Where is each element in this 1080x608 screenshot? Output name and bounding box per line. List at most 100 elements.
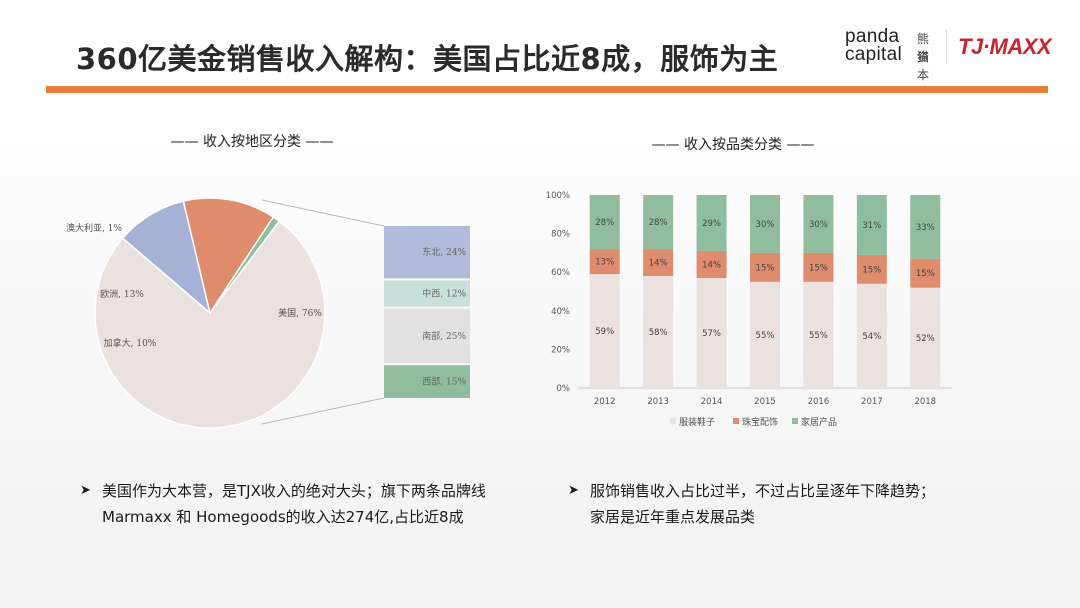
- breakdown-segment: [384, 365, 470, 398]
- capital-logo-zh: 资本: [917, 50, 930, 82]
- bullet-arrow-icon: ➤: [568, 483, 579, 498]
- bar-segment: [589, 274, 620, 388]
- x-tick-label: 2016: [808, 397, 830, 407]
- bar-segment: [856, 283, 887, 388]
- bar-segment: [910, 195, 941, 259]
- bar-chart-title: —— 收入按品类分类 ——: [652, 137, 815, 153]
- breakdown-label: 中西, 12%: [422, 288, 466, 300]
- category-stacked-bar-chart: —— 收入按品类分类 —— 0% 20% 40% 60% 80% 100% 59% 13% 28%…: [546, 137, 952, 428]
- pie-slice-label: 美国, 76%: [278, 307, 322, 319]
- bar-segment: [643, 276, 674, 388]
- breakdown-segment: [384, 308, 470, 364]
- legend-label: 珠宝配饰: [742, 416, 778, 428]
- x-tick-label: 2013: [647, 397, 669, 407]
- tjmaxx-logo: TJ·MAXX: [958, 34, 1052, 59]
- x-tick-label: 2012: [594, 397, 616, 407]
- bar-data-label: 59%: [595, 327, 614, 337]
- bar-segment: [643, 195, 674, 250]
- x-tick-label: 2017: [861, 397, 883, 407]
- bar-segment: [750, 281, 780, 388]
- bar-data-label: 15%: [862, 265, 881, 275]
- breakdown-label: 东北, 24%: [422, 246, 466, 258]
- y-tick-label: 40%: [551, 307, 570, 317]
- breakdown-segment: [384, 226, 470, 279]
- left-bullet-line1: 美国作为大本营，是TJX收入的绝对大头；旗下两条品牌线: [102, 482, 486, 500]
- logo-separator: [946, 30, 947, 64]
- x-tick-label: 2014: [701, 397, 723, 407]
- bar-data-label: 14%: [649, 259, 668, 269]
- pie-slice-label: 澳大利亚, 1%: [66, 222, 122, 234]
- bar-data-label: 13%: [595, 258, 614, 268]
- pie-slice-label: 欧洲, 13%: [100, 288, 144, 300]
- bar-data-label: 30%: [756, 220, 775, 230]
- legend-swatch: [670, 418, 676, 424]
- y-tick-label: 100%: [546, 191, 570, 201]
- bar-segment: [910, 287, 941, 388]
- left-bullet-line2: Marmaxx 和 Homegoods的收入达274亿,占比近8成: [102, 508, 464, 526]
- bar-data-label: 30%: [809, 220, 828, 230]
- right-bullet-line1: 服饰销售收入占比过半，不过占比呈逐年下降趋势；: [590, 482, 936, 500]
- breakdown-label: 西部, 15%: [422, 376, 466, 388]
- bar-data-label: 55%: [809, 331, 828, 341]
- y-tick-label: 80%: [551, 230, 570, 240]
- panda-capital-logo: panda 熊猫 capital 资本: [845, 26, 929, 82]
- legend-label: 家居产品: [801, 416, 837, 428]
- bar-data-label: 29%: [702, 219, 721, 229]
- bar-segment: [643, 249, 674, 277]
- left-bullet: ➤ 美国作为大本营，是TJX收入的绝对大头；旗下两条品牌线 Marmaxx 和 …: [80, 478, 486, 530]
- bar-data-label: 15%: [809, 263, 828, 273]
- region-pie-chart: —— 收入按地区分类 —— 美国, 76% 加拿大, 10% 欧洲, 13% 澳大利亚,…: [66, 134, 470, 429]
- bar-data-label: 52%: [916, 334, 935, 344]
- bar-segment: [803, 195, 834, 253]
- bar-segment: [803, 252, 834, 282]
- bar-data-label: 57%: [702, 329, 721, 339]
- breakdown-segment: [384, 280, 470, 307]
- bar-segment: [750, 195, 780, 253]
- bar-segment: [856, 254, 887, 284]
- breakdown-connector-bottom: [261, 397, 385, 425]
- x-tick-label: 2018: [914, 397, 936, 407]
- breakdown-connector-top: [261, 199, 385, 227]
- bar-segment: [589, 195, 620, 250]
- bar-data-label: 33%: [916, 223, 935, 233]
- capital-logo-text: capital: [845, 44, 903, 65]
- bar-data-label: 54%: [862, 332, 881, 342]
- bar-data-label: 15%: [756, 263, 775, 273]
- bar-segment: [589, 249, 620, 275]
- panda-logo-text: panda: [845, 26, 900, 47]
- y-tick-label: 60%: [551, 268, 570, 278]
- legend-swatch: [792, 418, 798, 424]
- right-bullet: ➤ 服饰销售收入占比过半，不过占比呈逐年下降趋势； 家居是近年重点发展品类: [568, 478, 936, 530]
- legend-label: 服装鞋子: [679, 416, 715, 428]
- bar-data-label: 58%: [649, 328, 668, 338]
- y-tick-label: 0%: [557, 384, 571, 394]
- bar-segment: [696, 250, 727, 278]
- bar-data-label: 28%: [649, 218, 668, 228]
- pie-slice: [209, 215, 281, 314]
- pie-chart-title: —— 收入按地区分类 ——: [171, 134, 334, 150]
- x-tick-label: 2015: [754, 397, 776, 407]
- bar-data-label: 31%: [862, 221, 881, 231]
- y-tick-label: 20%: [551, 345, 570, 355]
- bar-segment: [696, 195, 727, 251]
- pie-slice: [182, 197, 275, 315]
- bullet-arrow-icon: ➤: [80, 483, 91, 498]
- bar-data-label: 28%: [595, 218, 614, 228]
- bar-data-label: 14%: [702, 260, 721, 270]
- page-title: 360亿美金销售收入解构：美国占比近8成，服饰为主: [76, 42, 779, 76]
- right-bullet-line2: 家居是近年重点发展品类: [590, 508, 756, 526]
- panda-logo-zh: 熊猫: [917, 32, 930, 64]
- bar-segment: [856, 195, 887, 255]
- legend-swatch: [733, 418, 739, 424]
- pie-slice: [94, 220, 326, 429]
- bar-segment: [803, 281, 834, 388]
- bar-segment: [910, 258, 941, 288]
- breakdown-label: 南部, 25%: [422, 330, 466, 342]
- bar-segment: [696, 277, 727, 388]
- pie-slice-label: 加拿大, 10%: [104, 337, 157, 349]
- pie-slice: [121, 200, 212, 316]
- title-divider: [46, 86, 1048, 93]
- bar-data-label: 15%: [916, 269, 935, 279]
- bar-data-label: 55%: [756, 331, 775, 341]
